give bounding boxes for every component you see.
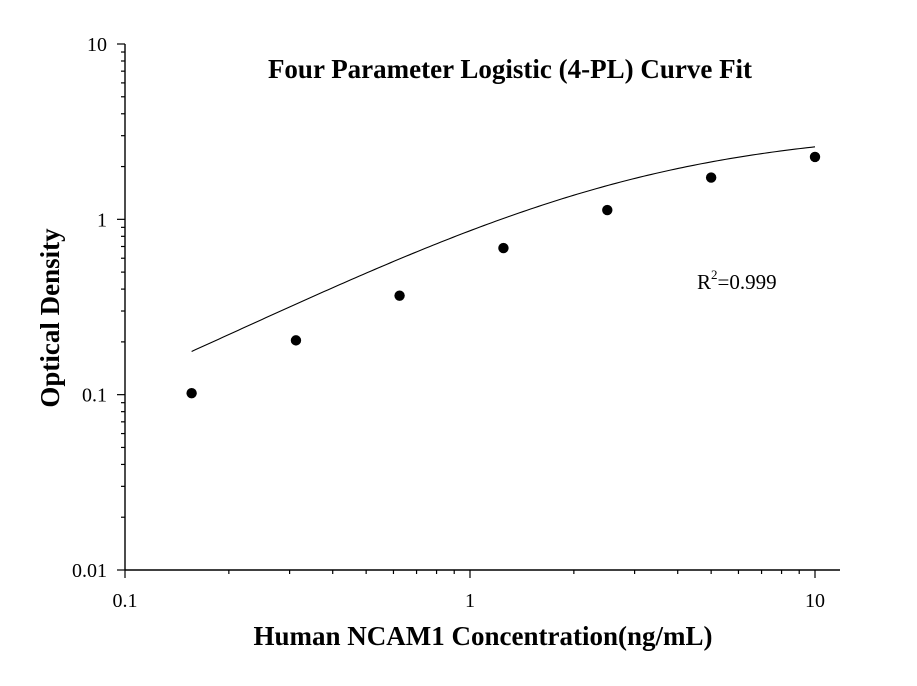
y-tick-label: 0.01: [72, 560, 107, 582]
data-point: [602, 204, 613, 216]
y-tick-label: 0.1: [82, 385, 107, 407]
data-point: [498, 242, 509, 254]
data-points: [186, 151, 821, 399]
x-axis-label: Human NCAM1 Concentration(ng/mL): [254, 621, 713, 651]
plot-axes: [124, 44, 840, 571]
fit-curve-line: [191, 146, 816, 352]
y-tick-label: 10: [87, 34, 107, 56]
r-squared-base: R: [697, 270, 711, 294]
y-tick-label: 1: [97, 209, 107, 231]
r-squared-superscript: 2: [711, 267, 718, 282]
data-point: [809, 151, 821, 163]
y-axis-ticks: 0.01 0.1 1 10: [72, 34, 125, 582]
fit-curve-group: [191, 146, 816, 352]
data-point: [290, 335, 302, 346]
x-tick-label: 10: [805, 590, 825, 612]
x-tick-label: 1: [465, 590, 475, 612]
r-squared-annotation: R2=0.999: [697, 267, 777, 294]
r-squared-value: =0.999: [718, 270, 777, 294]
y-axis-label: Optical Density: [35, 228, 65, 408]
data-point: [186, 387, 197, 399]
x-tick-label: 0.1: [113, 590, 138, 612]
x-axis-ticks: 0.1 1 10: [113, 570, 825, 612]
data-point: [394, 290, 405, 301]
data-point: [705, 172, 717, 183]
chart-title: Four Parameter Logistic (4-PL) Curve Fit: [268, 54, 752, 84]
